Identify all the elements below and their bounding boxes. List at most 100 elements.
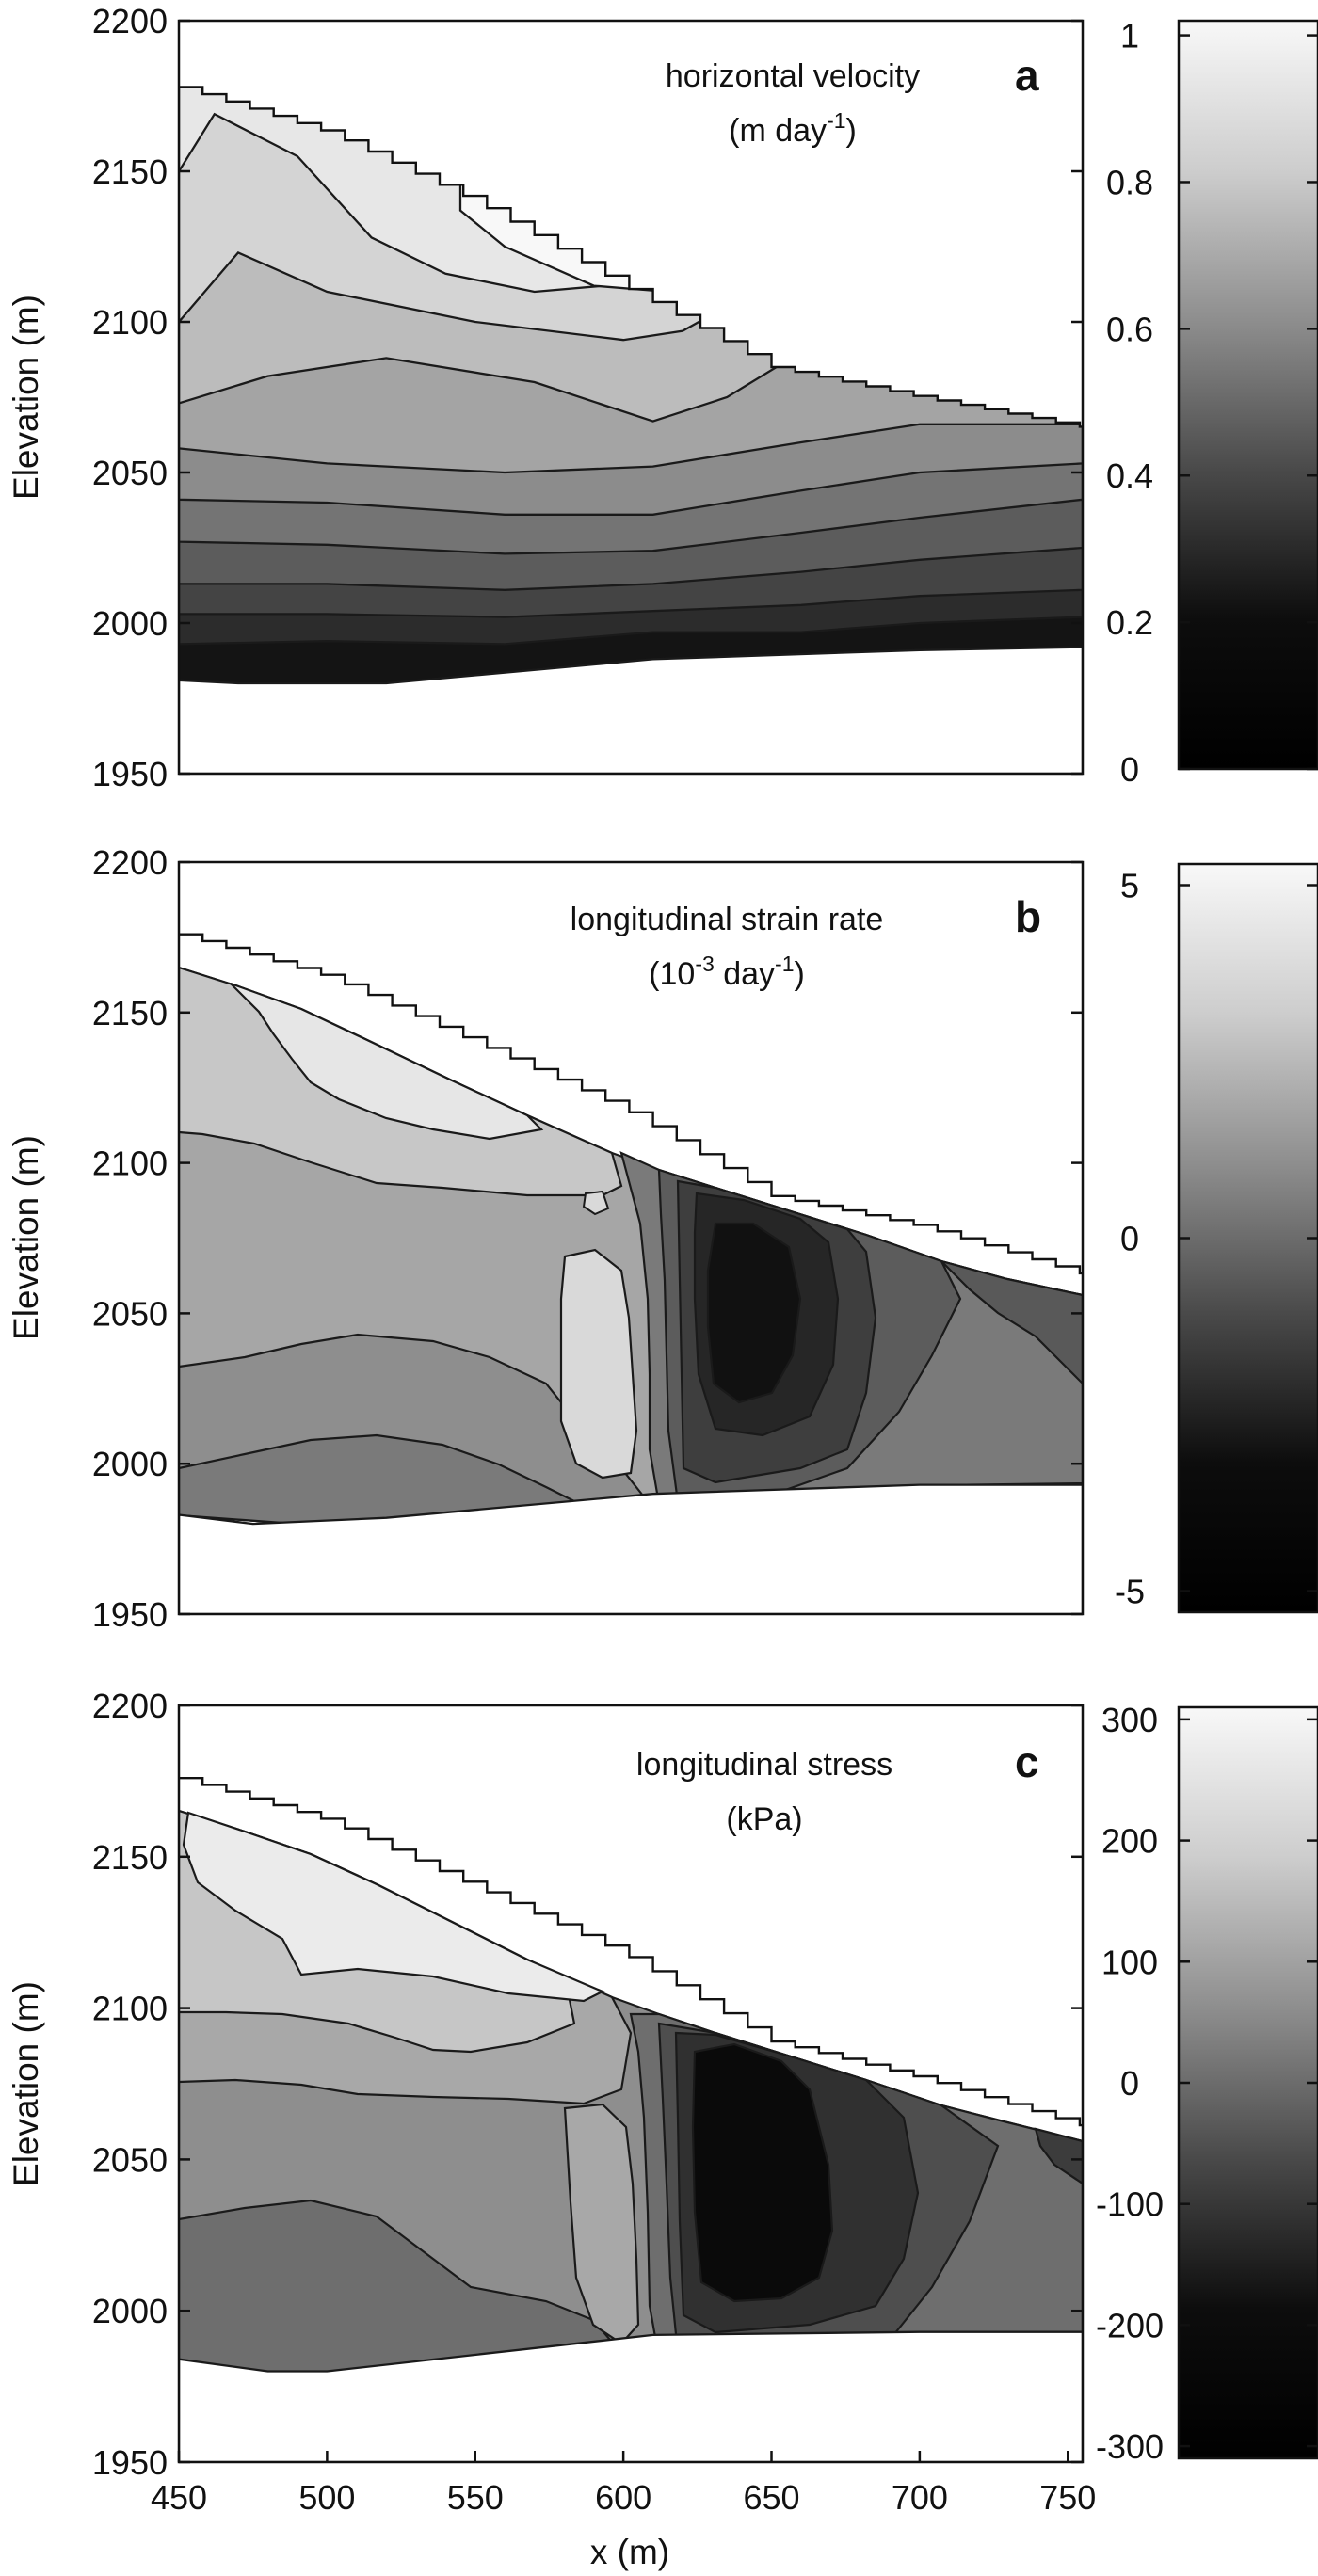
strain-band-darkest <box>706 1222 802 1404</box>
colorbar-tick-label: 0 <box>1120 750 1139 789</box>
colorbar-tick-label: 0 <box>1120 1220 1139 1258</box>
x-tick-label: 700 <box>892 2478 948 2517</box>
y-tick-label: 2050 <box>92 2140 168 2179</box>
panel-b-units-exponent-2: -1 <box>775 952 794 976</box>
colorbar-tick-label: -300 <box>1096 2427 1164 2466</box>
panel-a-frame <box>177 19 1085 776</box>
panel-c-x-axis-label: x (m) <box>590 2533 669 2571</box>
strain-band-right-tail <box>938 1258 1083 1385</box>
y-tick-label: 2050 <box>92 1294 168 1333</box>
panel-a-units: (m day-1) <box>729 108 857 149</box>
panel-c-frame <box>177 1704 1085 2464</box>
panel-b-units-text: (10 <box>649 956 695 992</box>
panel-b-longitudinal-strain-rate: 1950 2000 2050 2100 2150 2200 Elevation (m) l… <box>7 843 1318 1634</box>
panel-c-y-axis: 1950 2000 2050 2100 2150 2200 <box>92 1687 1083 2482</box>
glacier-surface-line <box>179 1777 1083 2127</box>
colorbar-tick-label: -5 <box>1115 1573 1145 1611</box>
air-region <box>179 862 1083 1273</box>
colorbar-tick-label: -100 <box>1096 2185 1164 2224</box>
y-tick-label: 2000 <box>92 2292 168 2330</box>
colorbar-tick-label: 0.2 <box>1106 603 1153 642</box>
y-tick-label: 2050 <box>92 454 168 492</box>
colorbar-tick-label: 0 <box>1120 2064 1139 2103</box>
x-tick-label: 650 <box>743 2478 799 2517</box>
panel-a-y-axis-label: Elevation (m) <box>7 295 45 500</box>
x-tick-label: 600 <box>595 2478 651 2517</box>
panel-c-letter: c <box>1015 1737 1039 1786</box>
air-region <box>179 1705 1083 2126</box>
glacier-surface-line <box>179 86 1083 428</box>
stress-band-lightest <box>182 1811 605 2003</box>
velocity-contour-fields <box>179 21 1083 774</box>
stress-contour-fields <box>179 1705 1083 2462</box>
strain-rate-contour-fields <box>179 862 1083 1614</box>
y-tick-label: 2200 <box>92 2 168 40</box>
panel-b-colorbar-ticks: -5 0 5 <box>1115 867 1318 1611</box>
panel-b-units: (10-3 day-1) <box>649 952 805 992</box>
y-tick-label: 2150 <box>92 1838 168 1877</box>
x-tick-label: 750 <box>1039 2478 1096 2517</box>
panel-a-y-axis: 1950 2000 2050 2100 2150 2200 <box>92 2 1083 793</box>
y-tick-label: 1950 <box>92 755 168 793</box>
x-tick-label: 500 <box>298 2478 355 2517</box>
x-tick-label: 450 <box>151 2478 207 2517</box>
bedrock-region <box>179 1483 1083 1614</box>
panel-b-y-axis: 1950 2000 2050 2100 2150 2200 <box>92 843 1083 1634</box>
colorbar-tick-label: -200 <box>1096 2306 1164 2344</box>
colorbar-tick-label: 100 <box>1101 1943 1158 1981</box>
bedrock-region <box>179 2330 1083 2462</box>
y-tick-label: 2100 <box>92 1990 168 2028</box>
colorbar-tick-label: 0.6 <box>1106 310 1153 348</box>
colorbar-tick-label: 5 <box>1120 867 1139 905</box>
strain-band-lightest <box>230 982 544 1141</box>
y-tick-label: 2100 <box>92 303 168 342</box>
strain-light-dot <box>582 1190 610 1216</box>
y-tick-label: 2000 <box>92 604 168 643</box>
panel-a-letter: a <box>1015 51 1039 100</box>
stress-light-column <box>563 2103 640 2345</box>
stress-band-right-edge <box>1034 2127 1083 2185</box>
panel-b-title: longitudinal strain rate <box>571 902 884 937</box>
panel-b-units-exponent: -3 <box>695 952 714 976</box>
colorbar-tick-label: 300 <box>1101 1701 1158 1739</box>
y-tick-label: 2200 <box>92 1687 168 1725</box>
panel-c-colorbar <box>1177 1705 1318 2460</box>
x-tick-label: 550 <box>447 2478 504 2517</box>
strain-light-oval <box>559 1248 638 1480</box>
panel-b-units-day: day <box>715 956 775 992</box>
panel-b-y-axis-label: Elevation (m) <box>7 1135 45 1340</box>
y-tick-label: 2200 <box>92 843 168 882</box>
y-tick-label: 1950 <box>92 2443 168 2482</box>
panel-a-title: horizontal velocity <box>666 58 920 94</box>
colorbar-tick-label: 0.4 <box>1106 456 1153 495</box>
panel-c-colorbar-ticks: -300 -200 -100 0 100 200 300 <box>1096 1701 1318 2466</box>
y-tick-label: 2150 <box>92 152 168 191</box>
y-tick-label: 2100 <box>92 1144 168 1183</box>
colorbar-tick-label: 1 <box>1120 17 1139 56</box>
panel-a-colorbar-ticks: 0 0.2 0.4 0.6 0.8 1 <box>1106 17 1318 789</box>
panel-a-units-text: (m day <box>729 113 827 149</box>
panel-c-y-axis-label: Elevation (m) <box>7 1981 45 2186</box>
panel-a-horizontal-velocity: 1950 2000 2050 2100 2150 2200 Elevation (m) h… <box>7 2 1318 793</box>
air-region <box>179 21 1083 427</box>
panel-c-x-axis: 450 500 550 600 650 700 750 <box>151 2451 1096 2517</box>
panel-b-units-close: ) <box>794 956 804 992</box>
panel-a-units-close: ) <box>846 113 857 149</box>
colorbar-tick-label: 200 <box>1101 1822 1158 1861</box>
panel-a-units-exponent: -1 <box>827 108 845 133</box>
stress-band-darkest <box>691 2042 834 2303</box>
y-tick-label: 1950 <box>92 1595 168 1634</box>
colorbar-tick-label: 0.8 <box>1106 163 1153 201</box>
panel-c-title: longitudinal stress <box>636 1747 892 1783</box>
panel-b-frame <box>177 860 1085 1616</box>
panel-b-colorbar <box>1177 862 1318 1614</box>
panel-b-letter: b <box>1015 892 1041 941</box>
y-tick-label: 2000 <box>92 1445 168 1483</box>
glacier-surface-line <box>179 933 1083 1275</box>
y-tick-label: 2150 <box>92 994 168 1032</box>
bedrock-region <box>179 646 1083 774</box>
panel-a-colorbar <box>1177 19 1318 771</box>
panel-c-units: (kPa) <box>726 1801 802 1837</box>
